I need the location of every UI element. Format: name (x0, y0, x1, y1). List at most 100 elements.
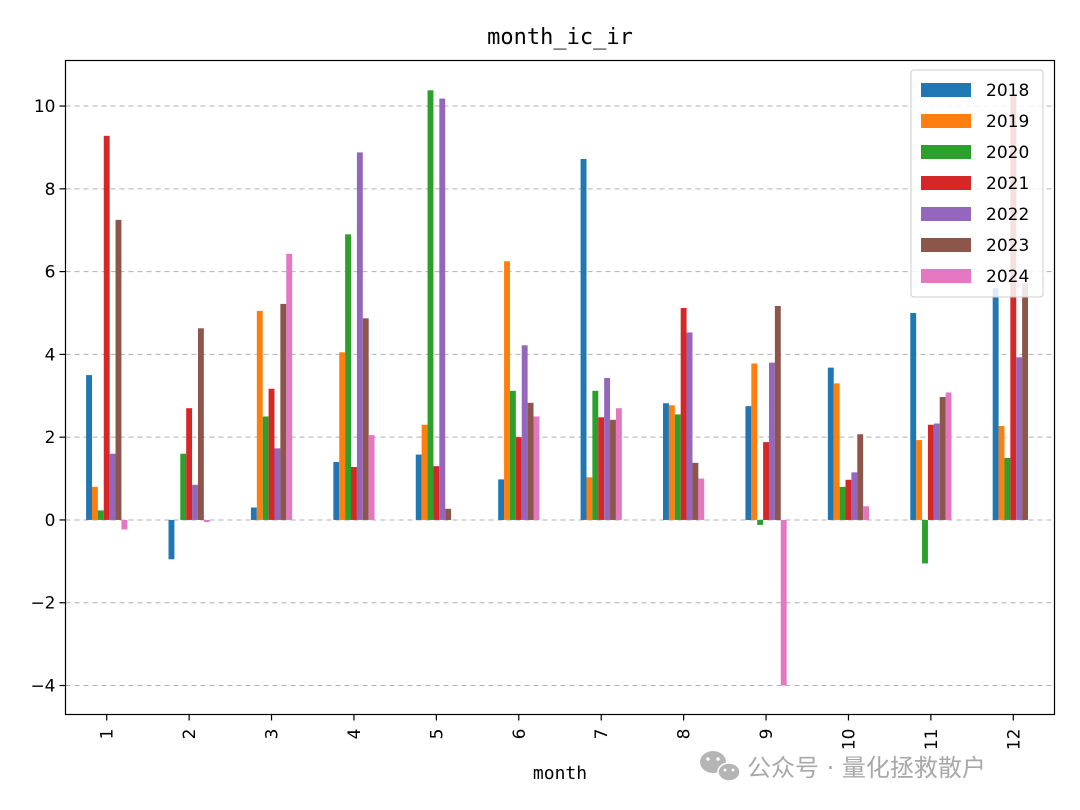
x-axis-label: month (533, 763, 587, 784)
bar-2020-month-4 (345, 234, 352, 520)
wechat-icon (700, 751, 741, 782)
x-tick-label: 3 (263, 729, 283, 740)
bar-2018-month-5 (415, 454, 422, 520)
y-tick-label: 0 (45, 511, 56, 531)
bar-2021-month-3 (268, 388, 275, 520)
legend-label-2020: 2020 (986, 143, 1029, 163)
bar-2021-month-5 (433, 466, 440, 520)
bar-2021-month-8 (680, 308, 687, 520)
bar-2018-month-7 (580, 159, 587, 520)
bar-2018-month-4 (333, 462, 340, 520)
bar-2018-month-8 (663, 403, 669, 520)
x-tick-label: 6 (510, 729, 530, 740)
bar-2019-month-9 (751, 363, 758, 520)
bar-2023-month-10 (857, 434, 864, 520)
plot-frame (64, 59, 1056, 716)
x-tick-label: 8 (675, 729, 695, 740)
bars (86, 90, 1029, 686)
legend-swatch-2018 (921, 83, 971, 97)
bar-2019-month-5 (421, 424, 428, 520)
bar-2023-month-12 (1022, 283, 1029, 520)
bar-2018-month-10 (827, 367, 834, 520)
bar-2022-month-1 (109, 453, 116, 520)
bar-2019-month-6 (504, 261, 510, 520)
bar-2022-month-5 (439, 98, 446, 520)
bar-2020-month-12 (1004, 457, 1011, 520)
bar-2020-month-5 (427, 90, 434, 520)
bar-2022-month-6 (521, 345, 528, 520)
bar-2020-month-2 (180, 453, 187, 520)
bar-2020-month-7 (592, 390, 599, 520)
bar-2020-month-11 (922, 519, 928, 564)
bar-2024-month-8 (698, 478, 705, 520)
x-tick-label: 11 (922, 729, 942, 751)
y-axis: −4 −2 0 2 4 6 8 10 (30, 97, 66, 697)
bar-2021-month-11 (927, 424, 934, 520)
legend-label-2023: 2023 (986, 236, 1029, 256)
bar-2024-month-6 (533, 416, 540, 520)
bar-2021-month-10 (845, 479, 852, 520)
x-tick-label: 9 (757, 729, 777, 740)
bar-2022-month-7 (604, 377, 611, 520)
bar-2021-month-12 (1010, 95, 1017, 520)
bar-2021-month-4 (351, 466, 357, 520)
bar-2019-month-7 (586, 477, 593, 520)
legend-swatch-2020 (921, 145, 971, 159)
legend-swatch-2019 (921, 114, 971, 128)
bar-2022-month-12 (1016, 357, 1023, 520)
bar-2019-month-4 (339, 352, 346, 520)
y-tick-label: −4 (30, 677, 55, 697)
bar-2022-month-8 (686, 332, 693, 520)
bar-2023-month-6 (527, 402, 534, 520)
bar-2022-month-11 (933, 423, 940, 520)
bar-2024-month-3 (286, 253, 293, 520)
bar-2023-month-5 (445, 508, 452, 520)
legend-label-2024: 2024 (986, 267, 1029, 287)
watermark: 公众号 · 量化拯救散户 (700, 751, 986, 782)
bar-2020-month-9 (757, 519, 764, 525)
bar-2020-month-1 (97, 510, 104, 520)
x-tick-label: 7 (592, 729, 612, 740)
bar-2023-month-3 (280, 303, 287, 520)
bar-2020-month-8 (674, 414, 681, 520)
bar-2024-month-7 (615, 408, 622, 520)
bar-2023-month-1 (115, 219, 122, 520)
bar-2021-month-1 (103, 135, 110, 520)
bar-2018-month-12 (992, 288, 999, 520)
bar-2022-month-9 (768, 362, 775, 520)
x-tick-label: 2 (180, 729, 200, 740)
legend-swatch-2023 (921, 238, 971, 252)
y-tick-label: 2 (45, 428, 56, 448)
bar-2018-month-9 (745, 406, 752, 520)
bar-2018-month-6 (498, 479, 505, 520)
y-tick-label: −2 (30, 594, 55, 614)
x-tick-label: 12 (1004, 729, 1024, 751)
y-tick-label: 8 (45, 180, 56, 200)
legend-label-2019: 2019 (986, 112, 1029, 132)
bar-2023-month-11 (939, 397, 946, 520)
bar-2023-month-8 (692, 462, 699, 520)
bar-2022-month-10 (851, 472, 858, 520)
bar-2021-month-7 (598, 417, 605, 520)
bar-2018-month-2 (168, 519, 175, 560)
x-tick-label: 1 (98, 729, 118, 740)
bar-2021-month-2 (186, 408, 193, 520)
bar-2023-month-7 (610, 419, 616, 520)
x-tick-label: 4 (345, 729, 365, 740)
chart-title: month_ic_ir (487, 25, 633, 50)
bar-2020-month-10 (839, 486, 846, 520)
bar-2022-month-3 (274, 448, 281, 520)
bar-2024-month-10 (863, 506, 870, 520)
bar-2022-month-2 (192, 484, 198, 520)
bar-2021-month-9 (763, 442, 769, 520)
bar-2019-month-10 (833, 383, 840, 520)
y-gridlines (65, 105, 1055, 687)
legend: 2018 2019 2020 2021 2022 2023 2024 (910, 69, 1044, 298)
bar-2021-month-6 (515, 437, 522, 520)
bar-2019-month-11 (916, 440, 923, 520)
bar-2019-month-1 (91, 486, 98, 520)
y-tick-label: 4 (45, 345, 56, 365)
x-axis: 1 2 3 4 5 6 7 8 9 10 11 12 (98, 714, 1024, 751)
legend-swatch-2021 (921, 176, 971, 190)
bar-2018-month-11 (910, 312, 917, 520)
